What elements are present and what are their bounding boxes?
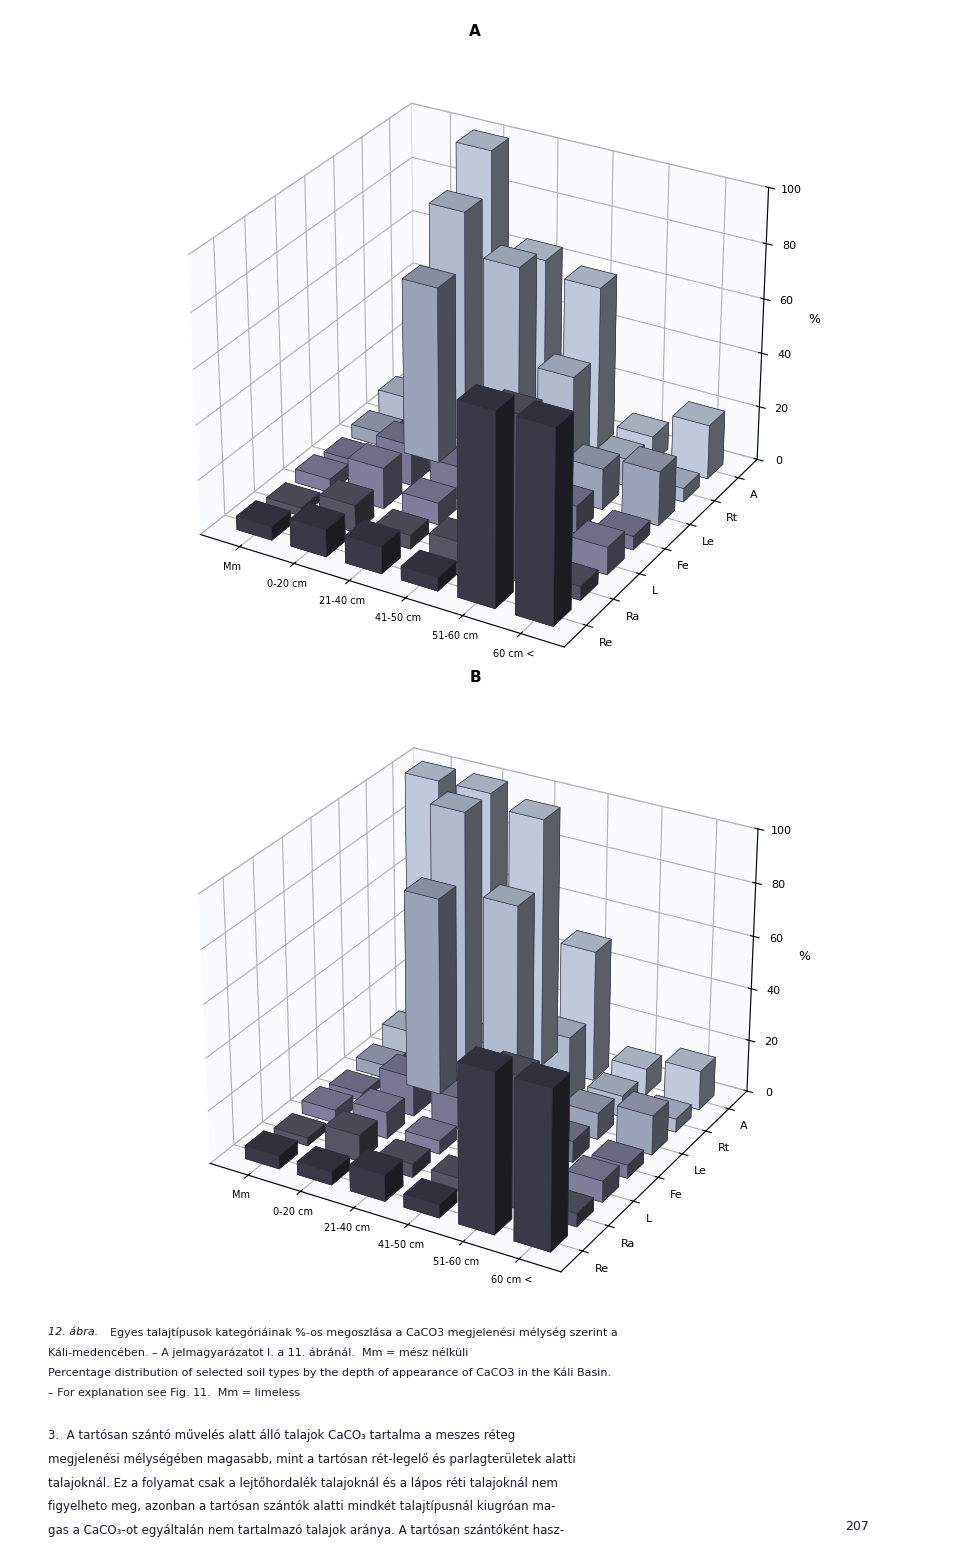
Text: 207: 207 — [845, 1521, 869, 1533]
Text: figyelheto meg, azonban a tartósan szántók alatti mindkét talajtípusnál kiugróan: figyelheto meg, azonban a tartósan szánt… — [48, 1500, 556, 1513]
Text: megjelenési mélységében magasabb, mint a tartósan rét-legelő és parlagterületek : megjelenési mélységében magasabb, mint a… — [48, 1452, 576, 1466]
Text: Percentage distribution of selected soil types by the depth of appearance of CaC: Percentage distribution of selected soil… — [48, 1368, 612, 1379]
Text: 12. ábra.: 12. ábra. — [48, 1327, 98, 1337]
Title: A: A — [469, 23, 481, 39]
Text: gas a CaCO₃-ot egyáltalán nem tartalmazó talajok aránya. A tartósan szántóként h: gas a CaCO₃-ot egyáltalán nem tartalmazó… — [48, 1524, 564, 1538]
Text: 3.  A tartósan szántó művelés alatt álló talajok CaCO₃ tartalma a meszes réteg: 3. A tartósan szántó művelés alatt álló … — [48, 1429, 516, 1441]
Text: talajoknál. Ez a folyamat csak a lejtőhordalék talajoknál és a lápos réti talajo: talajoknál. Ez a folyamat csak a lejtőho… — [48, 1477, 558, 1489]
Text: Káli-medencében. – A jelmagyarázatot l. a 11. ábránál.  Mm = mész nélküli: Káli-medencében. – A jelmagyarázatot l. … — [48, 1348, 468, 1359]
Text: – For explanation see Fig. 11.  Mm = limeless: – For explanation see Fig. 11. Mm = lime… — [48, 1388, 300, 1398]
Title: B: B — [469, 670, 481, 686]
Text: Egyes talajtípusok kategóriáinak %-os megoszlása a CaCO3 megjelenési mélység sze: Egyes talajtípusok kategóriáinak %-os me… — [110, 1327, 618, 1338]
